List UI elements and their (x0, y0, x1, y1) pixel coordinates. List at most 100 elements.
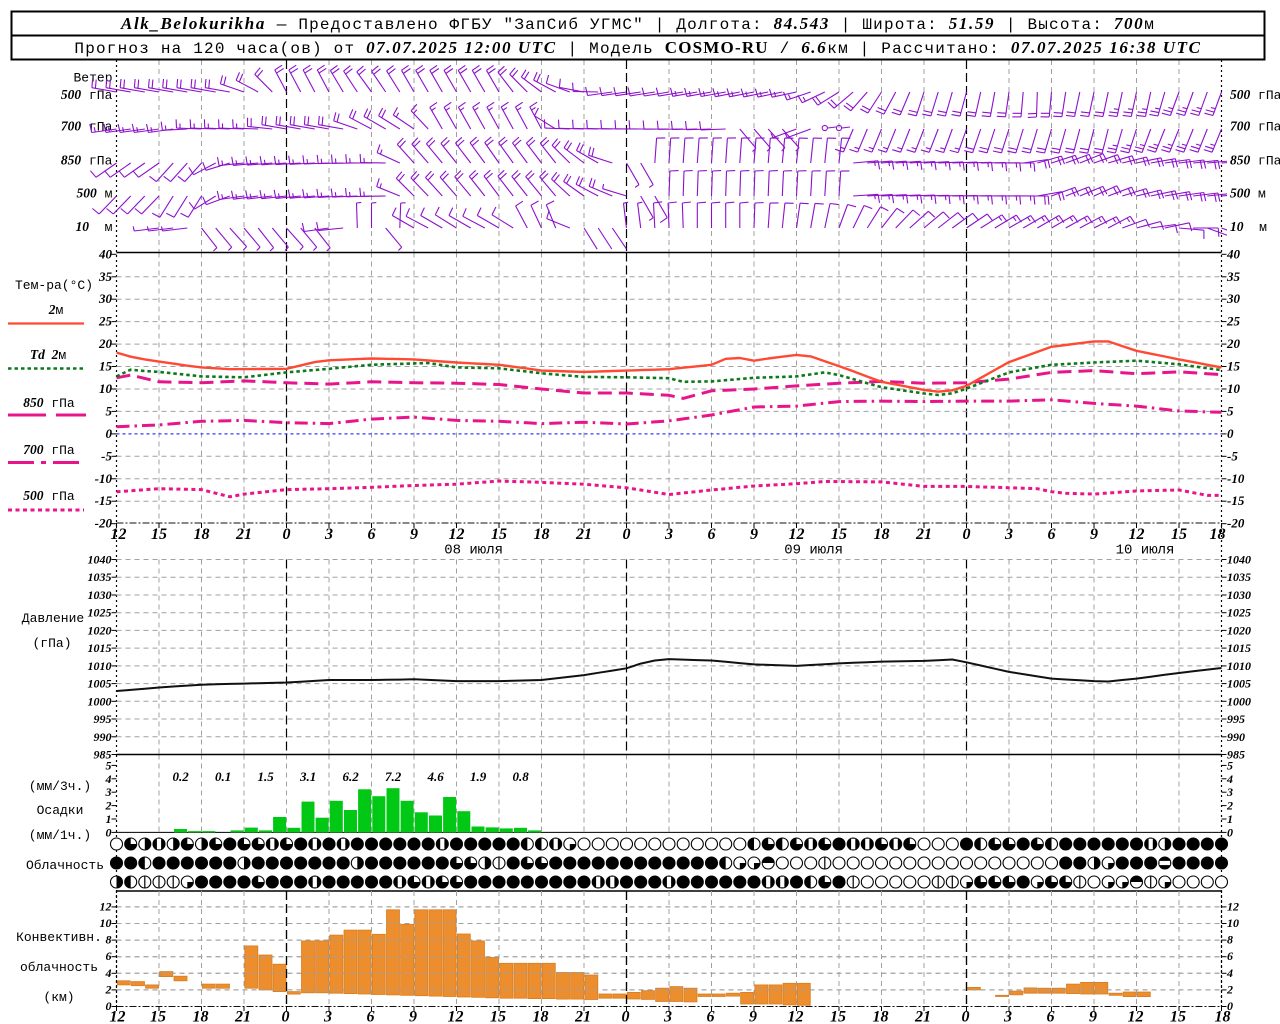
svg-text:1025: 1025 (88, 606, 112, 620)
svg-text:Конвективн.: Конвективн. (16, 930, 102, 945)
svg-text:6: 6 (367, 1009, 375, 1024)
svg-text:(км): (км) (43, 990, 74, 1005)
svg-text:20: 20 (98, 336, 113, 351)
svg-text:Тем-ра(°C): Тем-ра(°C) (15, 278, 93, 293)
svg-text:12: 12 (789, 526, 805, 543)
svg-text:1020: 1020 (1227, 623, 1251, 637)
svg-text:850 гПа: 850 гПа (23, 395, 75, 411)
svg-text:25: 25 (98, 314, 113, 329)
svg-text:500 гПа: 500 гПа (23, 488, 75, 504)
svg-text:500 м: 500 м (1230, 186, 1266, 202)
svg-text:5: 5 (1227, 403, 1234, 418)
svg-text:4: 4 (1226, 966, 1233, 980)
svg-text:6: 6 (1048, 526, 1056, 543)
svg-text:Давление: Давление (22, 611, 84, 626)
svg-text:1005: 1005 (88, 677, 112, 691)
svg-text:Ветер: Ветер (73, 71, 112, 86)
svg-text:12: 12 (110, 1009, 126, 1024)
svg-text:10 м: 10 м (1230, 219, 1267, 235)
svg-text:3: 3 (1003, 1009, 1012, 1024)
svg-text:10: 10 (99, 381, 113, 396)
svg-text:21: 21 (575, 526, 592, 543)
svg-text:15: 15 (151, 526, 167, 543)
svg-text:10: 10 (1227, 381, 1241, 396)
svg-text:-5: -5 (1227, 448, 1238, 463)
svg-text:3: 3 (663, 1009, 672, 1024)
svg-text:15: 15 (150, 1009, 166, 1024)
svg-text:12: 12 (788, 1009, 804, 1024)
svg-text:500 м: 500 м (77, 186, 113, 202)
svg-text:1035: 1035 (88, 570, 112, 584)
svg-text:2м: 2м (48, 302, 64, 318)
svg-text:15: 15 (99, 359, 113, 374)
svg-text:10: 10 (1227, 916, 1239, 930)
svg-text:Прогноз на 120 часа(ов) от 07.: Прогноз на 120 часа(ов) от 07.07.2025 12… (74, 38, 1201, 58)
svg-text:6: 6 (368, 526, 376, 543)
svg-text:9: 9 (1090, 526, 1098, 543)
svg-text:облачность: облачность (20, 960, 98, 975)
svg-text:1010: 1010 (88, 659, 112, 673)
svg-text:0: 0 (1227, 426, 1234, 441)
svg-text:3: 3 (664, 526, 673, 543)
svg-text:(мм/3ч.): (мм/3ч.) (29, 779, 91, 794)
svg-text:3: 3 (1226, 785, 1233, 799)
svg-text:18: 18 (873, 1009, 889, 1024)
svg-text:2: 2 (1226, 799, 1233, 813)
svg-text:21: 21 (914, 1009, 931, 1024)
svg-text:500 гПа: 500 гПа (61, 87, 113, 103)
svg-text:990: 990 (94, 730, 112, 744)
svg-text:1: 1 (106, 812, 112, 826)
svg-text:5: 5 (106, 403, 113, 418)
svg-text:0: 0 (1227, 999, 1233, 1013)
svg-text:10 м: 10 м (75, 219, 112, 235)
svg-text:9: 9 (409, 1009, 417, 1024)
svg-text:1.9: 1.9 (470, 769, 487, 784)
svg-text:40: 40 (98, 246, 113, 261)
svg-text:0: 0 (106, 825, 112, 839)
svg-text:-20: -20 (1227, 516, 1245, 531)
svg-text:1000: 1000 (1227, 694, 1251, 708)
svg-text:15: 15 (1171, 526, 1187, 543)
svg-text:3: 3 (105, 785, 112, 799)
svg-text:9: 9 (410, 526, 418, 543)
svg-text:18: 18 (534, 526, 550, 543)
svg-text:30: 30 (98, 291, 113, 306)
svg-text:21: 21 (234, 1009, 251, 1024)
svg-text:18: 18 (194, 526, 210, 543)
svg-text:0: 0 (282, 1009, 290, 1024)
svg-text:6: 6 (106, 949, 112, 963)
svg-text:3: 3 (324, 526, 333, 543)
svg-text:0.2: 0.2 (172, 769, 189, 784)
svg-text:-10: -10 (1227, 471, 1245, 486)
svg-text:12: 12 (1128, 1009, 1144, 1024)
svg-text:1030: 1030 (1227, 588, 1251, 602)
svg-text:5: 5 (106, 758, 112, 772)
svg-text:1010: 1010 (1227, 659, 1251, 673)
svg-text:2: 2 (105, 982, 112, 996)
svg-text:18: 18 (193, 1009, 209, 1024)
svg-text:20: 20 (1226, 336, 1241, 351)
svg-text:8: 8 (106, 933, 112, 947)
svg-text:12: 12 (1129, 526, 1145, 543)
svg-text:30: 30 (1226, 291, 1241, 306)
svg-text:15: 15 (1227, 359, 1241, 374)
svg-text:18: 18 (874, 526, 890, 543)
svg-text:Облачность: Облачность (26, 858, 104, 873)
svg-text:1035: 1035 (1227, 570, 1251, 584)
svg-text:0: 0 (106, 426, 113, 441)
svg-text:1: 1 (1227, 812, 1233, 826)
svg-text:995: 995 (94, 712, 112, 726)
svg-text:21: 21 (235, 526, 252, 543)
svg-text:12: 12 (100, 899, 112, 913)
svg-text:1030: 1030 (88, 588, 112, 602)
svg-text:0: 0 (1227, 825, 1233, 839)
svg-text:18: 18 (533, 1009, 549, 1024)
svg-text:15: 15 (830, 1009, 846, 1024)
svg-text:15: 15 (1170, 1009, 1186, 1024)
svg-text:Осадки: Осадки (37, 803, 84, 818)
svg-text:18: 18 (1210, 526, 1226, 543)
svg-text:5: 5 (1227, 758, 1233, 772)
svg-text:35: 35 (98, 269, 113, 284)
svg-text:4: 4 (1226, 772, 1233, 786)
svg-text:0: 0 (963, 526, 971, 543)
